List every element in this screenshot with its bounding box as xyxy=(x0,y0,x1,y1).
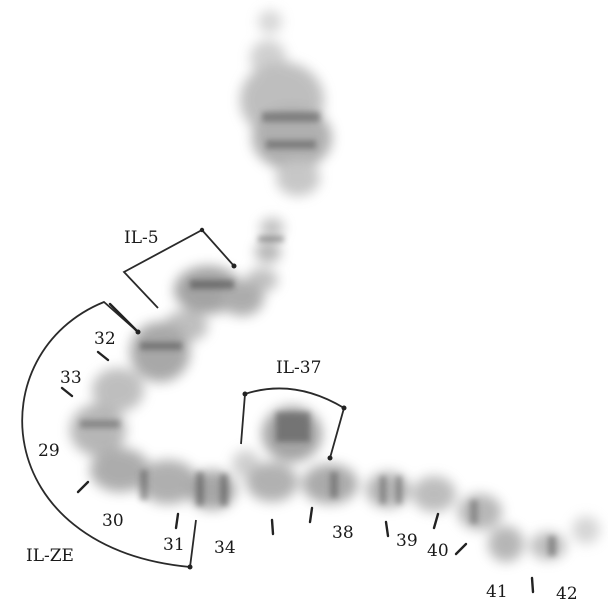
band-number-labels: 32 33 29 30 31 34 38 39 40 41 42 xyxy=(38,329,578,600)
il-5-bracket xyxy=(122,227,237,309)
il-ze-bracket xyxy=(21,300,197,570)
band-40: 40 xyxy=(427,541,449,561)
band-tick-marks xyxy=(60,350,535,594)
band-38: 38 xyxy=(332,523,354,543)
chromosome-body xyxy=(70,10,600,562)
band-29: 29 xyxy=(38,441,60,461)
band-32: 32 xyxy=(94,329,116,349)
label-il-ze: IL-ZE xyxy=(26,546,74,566)
band-33: 33 xyxy=(60,368,82,388)
band-39: 39 xyxy=(396,531,418,551)
band-30: 30 xyxy=(102,511,124,531)
label-il-37: IL-37 xyxy=(276,358,321,378)
label-il-5: IL-5 xyxy=(124,228,159,248)
band-42: 42 xyxy=(556,584,578,600)
band-41: 41 xyxy=(486,582,508,600)
region-labels: IL-5 IL-37 IL-ZE xyxy=(26,228,321,566)
il-37-bracket xyxy=(240,387,347,461)
band-31: 31 xyxy=(163,535,185,555)
band-34: 34 xyxy=(214,538,236,558)
